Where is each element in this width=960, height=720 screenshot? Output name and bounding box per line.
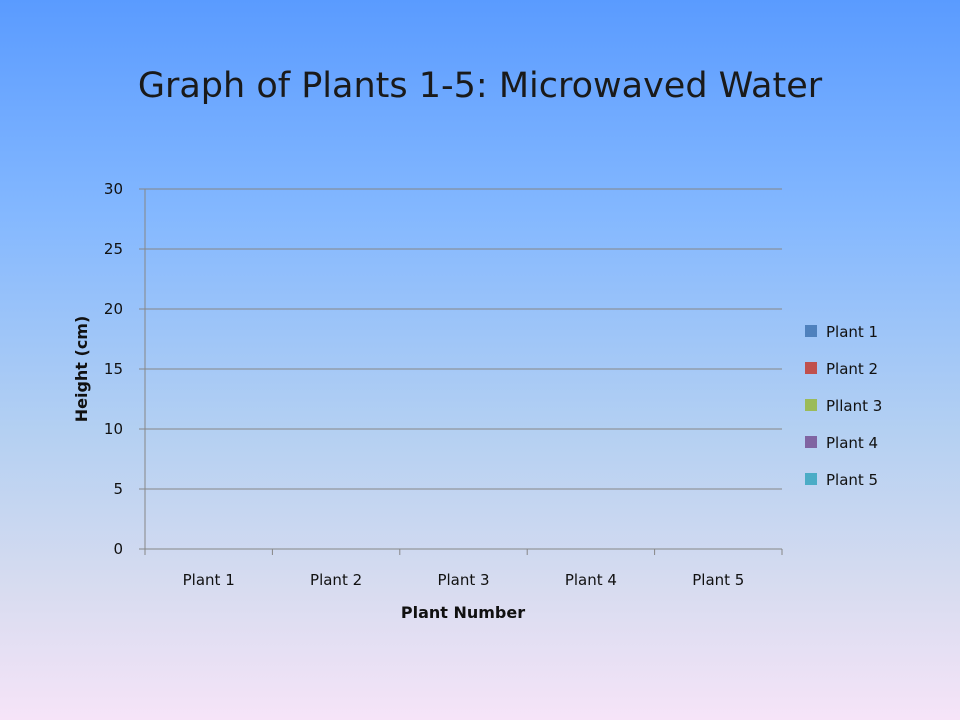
x-tick-label: Plant 4 — [565, 571, 617, 589]
y-tick-label: 25 — [104, 240, 123, 258]
grid-lines — [139, 188, 782, 550]
x-tick-label: Plant 5 — [692, 571, 744, 589]
axes — [144, 189, 783, 555]
legend: Plant 1 Plant 2 Pllant 3 Plant 4 Plant 5 — [805, 323, 882, 489]
x-tick-label: Plant 3 — [437, 571, 489, 589]
y-tick-label: 10 — [104, 420, 123, 438]
legend-swatch — [805, 362, 817, 374]
x-axis-title: Plant Number — [401, 603, 525, 622]
legend-label: Plant 4 — [826, 434, 878, 452]
chart-title: Graph of Plants 1-5: Microwaved Water — [137, 66, 823, 106]
legend-label: Pllant 3 — [826, 397, 882, 415]
y-tick-label: 30 — [104, 180, 123, 198]
y-axis-title: Height (cm) — [72, 316, 91, 423]
x-tick-label: Plant 2 — [310, 571, 362, 589]
y-tick-label: 0 — [113, 540, 123, 558]
y-tick-label: 5 — [113, 480, 123, 498]
y-tick-label: 20 — [104, 300, 123, 318]
y-tick-labels: 0 5 10 15 20 25 30 — [104, 180, 123, 558]
x-tick-labels: Plant 1 Plant 2 Plant 3 Plant 4 Plant 5 — [183, 571, 745, 589]
legend-swatch — [805, 325, 817, 337]
legend-label: Plant 1 — [826, 323, 878, 341]
legend-swatch — [805, 399, 817, 411]
y-tick-label: 15 — [104, 360, 123, 378]
x-tick-label: Plant 1 — [183, 571, 235, 589]
legend-swatch — [805, 473, 817, 485]
legend-swatch — [805, 436, 817, 448]
legend-label: Plant 5 — [826, 471, 878, 489]
legend-label: Plant 2 — [826, 360, 878, 378]
